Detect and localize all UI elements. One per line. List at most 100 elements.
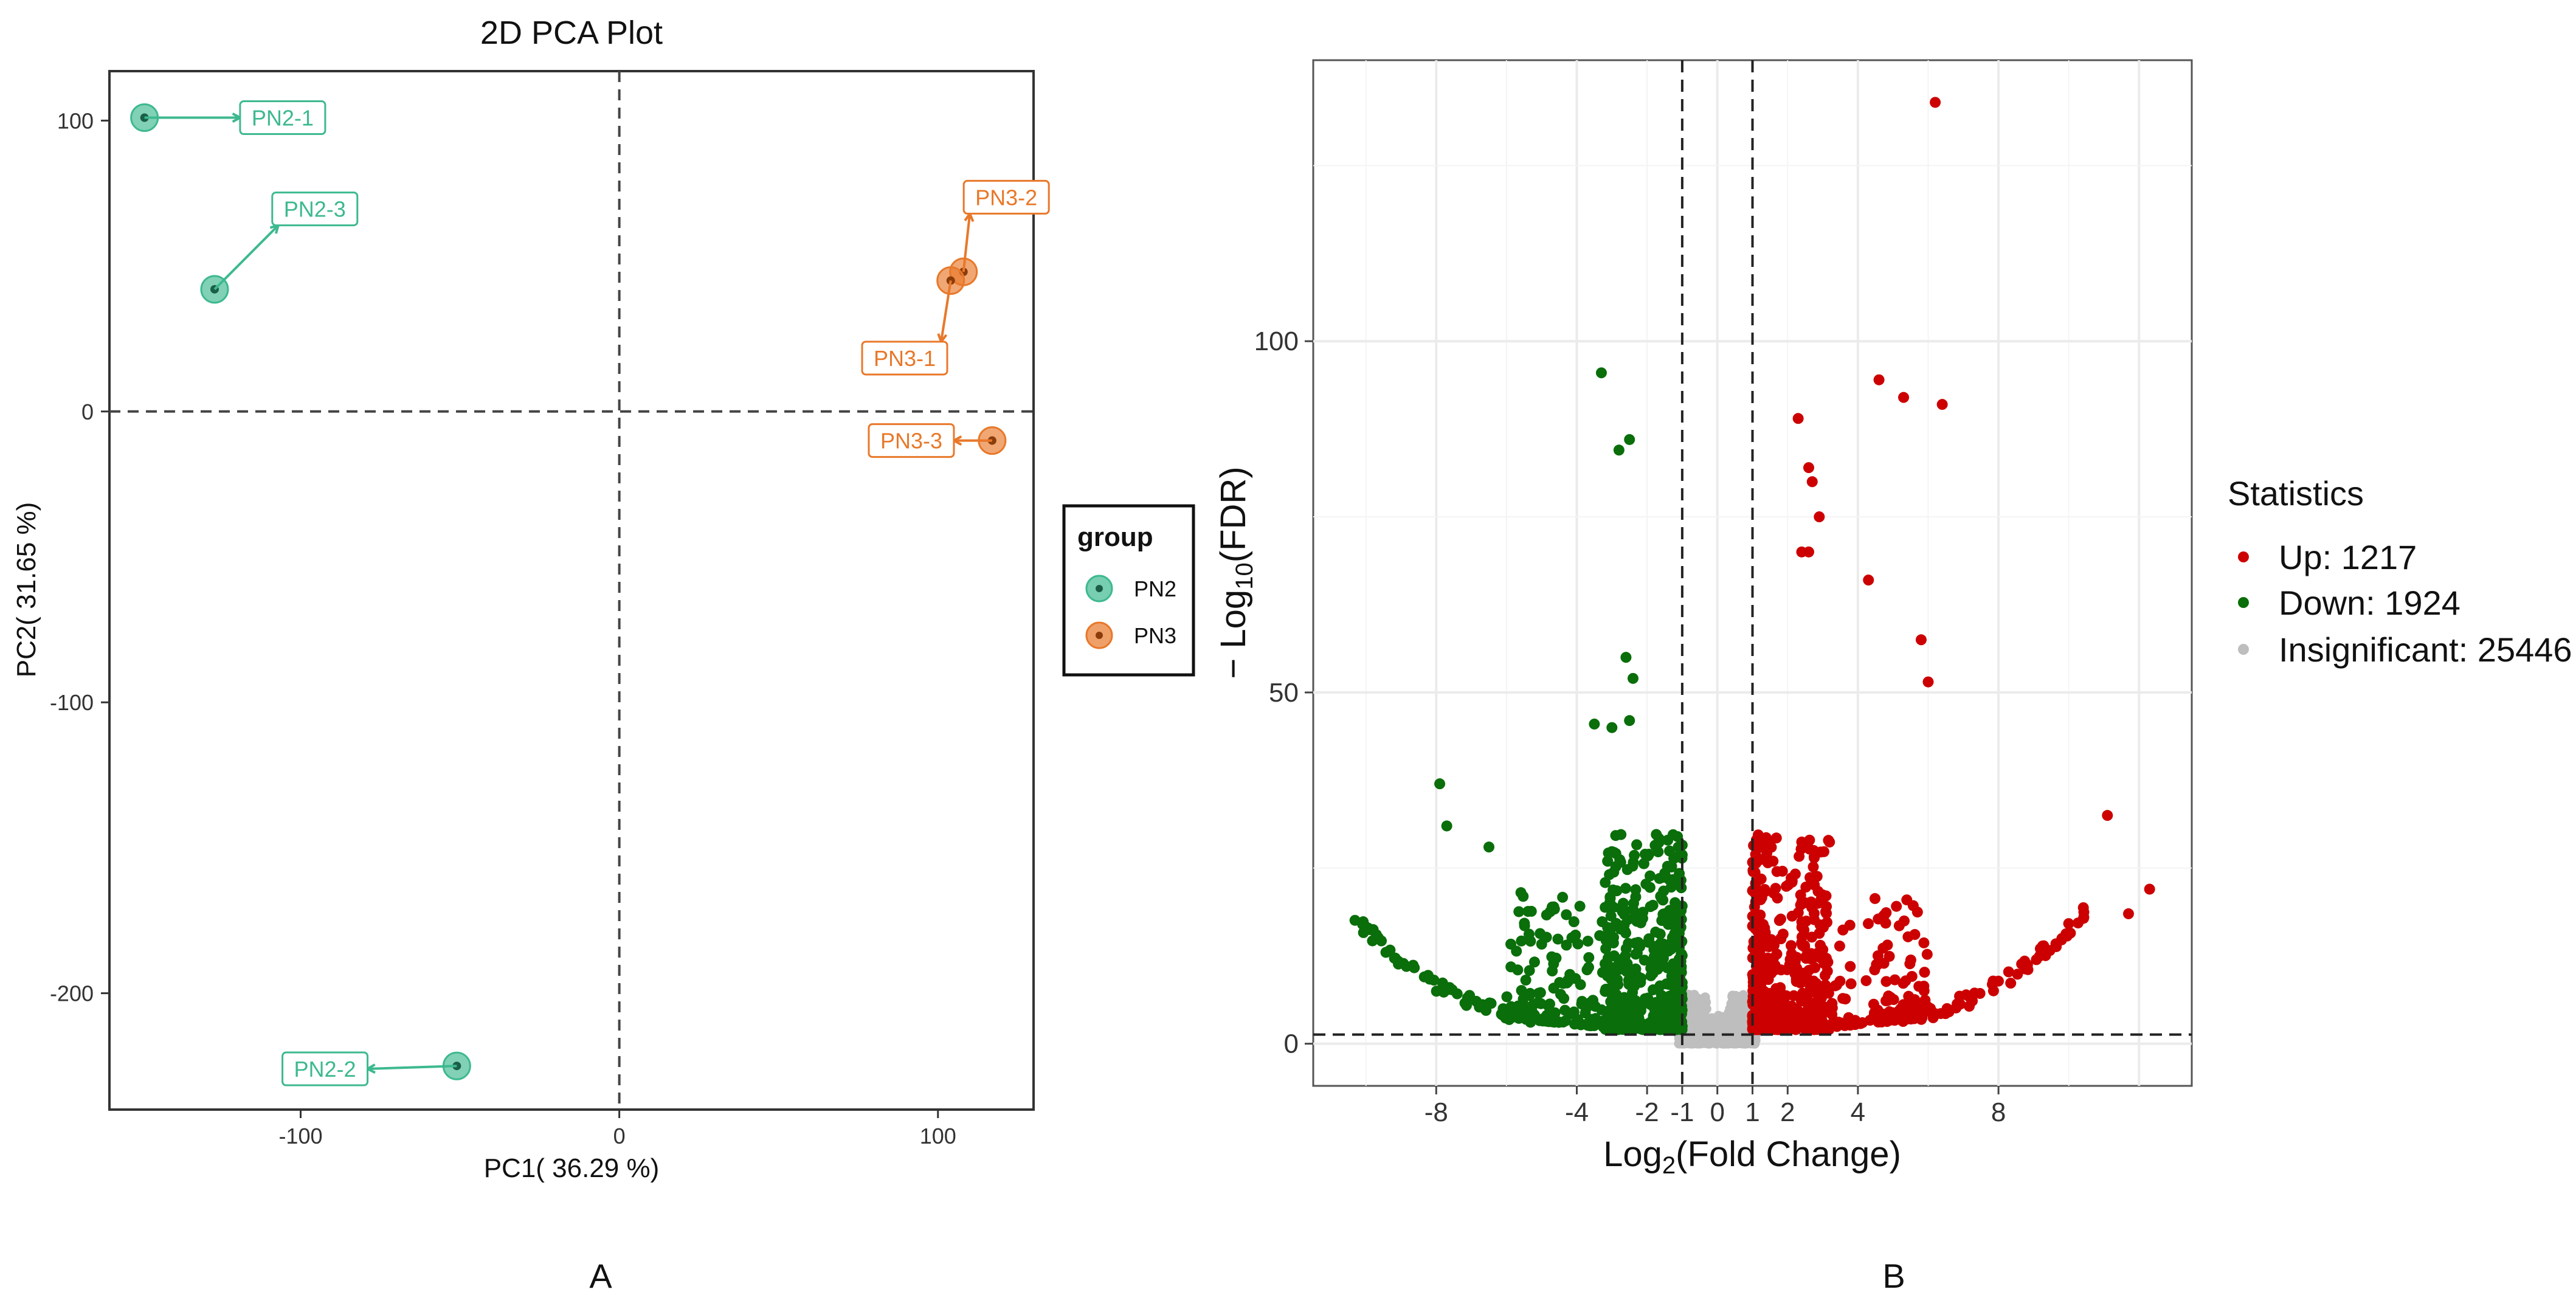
volcano-x-axis-label: Log2(Fold Change) [1603,1135,1901,1179]
panel-label-a: A [589,1257,612,1295]
vol-y-tick-label-1: 50 [1269,678,1299,708]
vol-point-down-561 [1632,936,1644,948]
vol-point-up-480 [1817,949,1828,961]
vol-point-down-672 [1536,938,1547,950]
vol-point-down-445 [1501,991,1513,1003]
vol-point-down-574 [1437,977,1448,989]
vol-point-down-668 [1630,948,1642,960]
vol-point-highlight-12 [1796,546,1808,558]
vol-point-down-683 [1656,1015,1668,1026]
vol-point-up-559 [1898,915,1910,927]
vol-point-up-329 [1794,851,1805,862]
vol-x-tick-label-8: 8 [1991,1097,2006,1127]
vol-point-down-530 [1654,980,1666,992]
vol-point-insignificant-888 [1723,1011,1733,1021]
vol-point-down-430 [1552,933,1564,945]
vol-point-up-617 [1868,1008,1880,1020]
vol-point-down-495 [1620,927,1632,939]
vol-point-down-694 [1549,1015,1561,1027]
vol-point-down-639 [1649,1004,1660,1015]
pca-legend-title: group [1077,522,1153,552]
pca-label-box-2 [281,1051,369,1086]
vol-point-highlight-26 [2122,908,2134,919]
vol-point-down-597 [1568,916,1580,928]
vol-point-down-519 [1613,954,1625,965]
vol-point-insignificant-897 [1699,1018,1710,1029]
vol-point-up-597 [1845,961,1856,972]
vol-point-up-643 [1819,958,1831,970]
vol-point-down-670 [1620,1015,1632,1027]
vol-point-highlight-23 [1483,841,1494,853]
vol-x-tick-label-6: 2 [1780,1097,1795,1127]
vol-point-highlight-7 [1792,413,1804,424]
vol-point-down-653 [1663,874,1675,885]
vol-point-up-622 [1784,1003,1795,1015]
vol-point-down-655 [1575,1018,1587,1030]
vol-point-up-432 [1921,948,1933,960]
vol-point-down-435 [1574,900,1586,912]
vol-point-down-211 [1610,830,1621,841]
vol-point-up-363 [1829,980,1841,992]
vol-point-down-690 [1514,1009,1526,1020]
vol-point-down-527 [1505,961,1517,973]
vol-point-down-547 [1518,891,1529,902]
pca-point-label-2: PN2-2 [294,1057,356,1082]
vol-point-up-203 [1869,893,1880,904]
vol-point-down-588 [1534,998,1545,1009]
vol-point-down-599 [1557,891,1569,903]
pca-point-label-1: PN2-3 [284,197,346,222]
vol-point-up-268 [2077,902,2089,913]
vol-point-down-659 [1617,1003,1628,1015]
vol-point-down-612 [1653,833,1665,844]
vol-y-tick-label-0: 0 [1284,1029,1299,1059]
vol-point-up-97 [1834,941,1845,952]
vol-point-down-559 [1656,915,1668,927]
vol-point-up-465 [1880,976,1892,987]
vol-point-down-666 [1549,1007,1561,1018]
vol-point-up-642 [1912,1006,1924,1018]
vol-point-up-580 [1775,913,1786,925]
vol-point-down-658 [1561,939,1572,951]
vol-point-up-611 [1767,1007,1778,1019]
vol-point-down-586 [1580,1007,1591,1019]
vol-point-down-689 [1606,1018,1618,1029]
pca-x-axis-label: PC1( 36.29 %) [484,1153,660,1183]
vol-point-up-612 [1906,970,1918,982]
vol-point-highlight-13 [1863,575,1874,586]
vol-x-tick-label-0: -8 [1424,1097,1448,1127]
vol-point-up-555 [2051,941,2062,952]
vol-point-up-558 [1791,952,1803,963]
vol-point-down-533 [1572,938,1584,950]
vol-point-down-686 [1662,962,1673,973]
vol-point-down-535 [1617,897,1629,909]
pca-legend-pn3-label: PN3 [1134,623,1176,648]
vol-point-up-425 [1771,866,1783,877]
vol-point-down-633 [1480,1004,1492,1016]
vol-point-highlight-18 [1627,672,1638,684]
vol-point-insignificant-891 [1712,1032,1722,1043]
vol-point-down-60 [1621,864,1633,876]
vol-point-insignificant-899 [1736,1035,1747,1046]
vol-point-down-617 [1422,970,1434,981]
vol-point-down-681 [1642,936,1654,948]
vol-point-down-697 [1663,1024,1675,1035]
vol-point-down-229 [1516,985,1527,996]
vol-point-down-476 [1528,956,1540,968]
vol-point-up-185 [1820,979,1831,991]
vol-point-highlight-24 [2102,810,2113,821]
vol-point-highlight-9 [1806,476,1818,488]
vol-point-up-532 [1751,888,1763,900]
vol-point-up-565 [2061,930,2073,942]
pca-y-tick-label-1: 0 [81,399,94,424]
panel-label-b: B [1882,1257,1905,1295]
pca-legend: group PN2 PN3 [1062,504,1195,677]
pca-x-tick-label-0: -100 [278,1124,322,1148]
vol-point-down-644 [1628,897,1639,909]
vol-point-down-660 [1674,972,1686,983]
vol-point-up-598 [1749,1024,1760,1035]
vol-point-up-457 [1909,929,1921,941]
vol-point-up-641 [1814,928,1825,939]
vol-point-down-544 [1606,846,1618,857]
vol-point-down-340 [1620,883,1631,894]
vol-point-down-373 [1519,917,1530,929]
